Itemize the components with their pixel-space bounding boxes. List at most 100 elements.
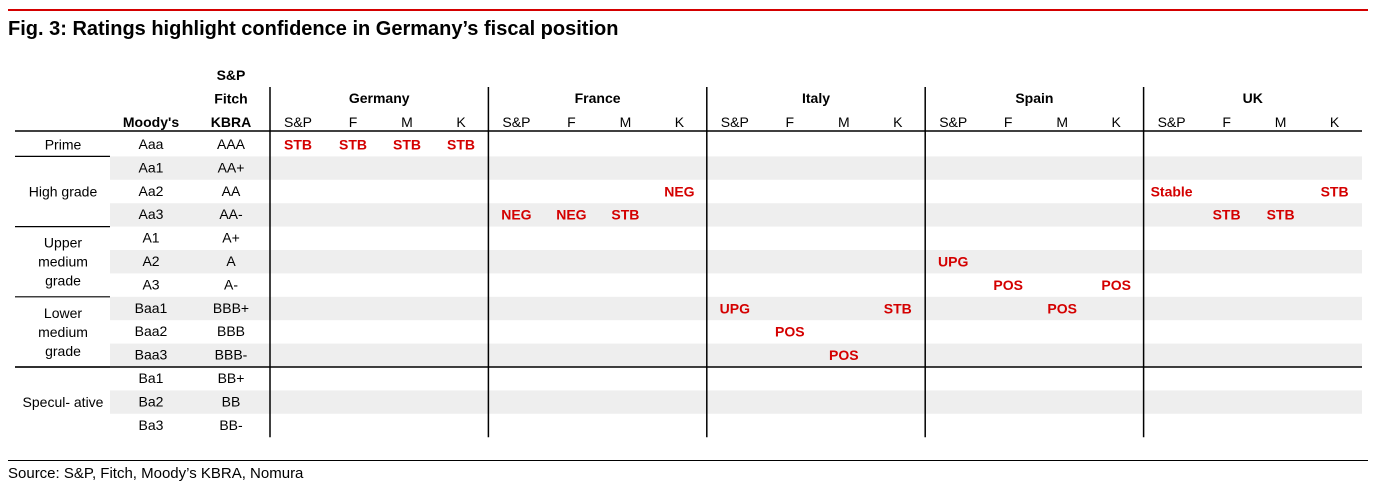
moodys-rating: Aa1 (139, 159, 164, 175)
source-note: Source: S&P, Fitch, Moody’s KBRA, Nomura (8, 465, 304, 482)
moodys-rating: Aa2 (139, 183, 164, 199)
sp-fitch-kbra-rating: A (226, 253, 236, 269)
outlook-label: POS (775, 324, 805, 340)
agency-column-header: S&P (1158, 114, 1186, 130)
row-band (110, 156, 270, 180)
sp-fitch-kbra-rating: AA+ (218, 159, 245, 175)
group-label: High grade (29, 184, 98, 200)
agency-column-header: M (1275, 114, 1287, 130)
outlook-label: NEG (556, 207, 586, 223)
outlook-label: STB (284, 137, 312, 153)
outlook-label: STB (393, 137, 421, 153)
agency-column-header: K (1330, 114, 1340, 130)
row-band (110, 203, 270, 227)
moodys-rating: Aaa (139, 136, 164, 152)
row-band (270, 343, 1362, 367)
agency-column-header: M (838, 114, 850, 130)
header-moodys: Moody's (123, 114, 179, 130)
row-band (110, 296, 270, 321)
row-band (270, 203, 1362, 227)
agency-column-header: S&P (502, 114, 530, 130)
group-label: medium (38, 324, 88, 340)
row-band (270, 390, 1362, 414)
moodys-rating: Baa1 (135, 300, 168, 316)
group-label: medium (38, 254, 88, 270)
moodys-rating: Ba3 (139, 417, 164, 433)
sp-fitch-kbra-rating: BB (222, 393, 241, 409)
outlook-label: Stable (1151, 183, 1193, 199)
outlook-label: STB (611, 207, 639, 223)
sp-fitch-kbra-rating: AAA (217, 136, 246, 152)
agency-column-header: K (893, 114, 903, 130)
moodys-rating: A1 (142, 230, 159, 246)
outlook-label: UPG (720, 300, 750, 316)
sp-fitch-kbra-rating: AA (222, 183, 241, 199)
country-header: France (575, 90, 621, 106)
group-label: Lower (44, 305, 82, 321)
outlook-label: UPG (938, 254, 968, 270)
sp-fitch-kbra-rating: BB- (219, 417, 243, 433)
agency-column-header: M (620, 114, 632, 130)
agency-column-header: S&P (721, 114, 749, 130)
outlook-label: POS (993, 277, 1023, 293)
row-band (110, 250, 270, 274)
agency-column-header: F (786, 114, 795, 130)
sp-fitch-kbra-rating: BBB- (215, 347, 248, 363)
group-label: grade (45, 273, 81, 289)
outlook-label: POS (1047, 300, 1077, 316)
agency-column-header: F (1222, 114, 1231, 130)
agency-column-header: K (675, 114, 685, 130)
sp-fitch-kbra-rating: A+ (222, 230, 240, 246)
outlook-label: STB (339, 137, 367, 153)
sp-fitch-kbra-rating: A- (224, 276, 238, 292)
country-header: Spain (1015, 90, 1053, 106)
country-header: UK (1243, 90, 1263, 106)
moodys-rating: Baa2 (135, 323, 168, 339)
moodys-rating: Ba1 (139, 370, 164, 386)
row-band (270, 296, 1362, 321)
moodys-rating: A3 (142, 276, 159, 292)
header-agency-line: KBRA (211, 114, 251, 130)
agency-column-header: K (456, 114, 466, 130)
outlook-label: STB (884, 300, 912, 316)
sp-fitch-kbra-rating: BBB+ (213, 300, 249, 316)
agency-column-header: M (1056, 114, 1068, 130)
row-band (270, 250, 1362, 274)
outlook-label: POS (1101, 277, 1131, 293)
source-rule (8, 460, 1368, 461)
sp-fitch-kbra-rating: BB+ (218, 370, 245, 386)
moodys-rating: Ba2 (139, 393, 164, 409)
moodys-rating: Baa3 (135, 347, 168, 363)
group-label: grade (45, 343, 81, 359)
moodys-rating: Aa3 (139, 206, 164, 222)
outlook-label: POS (829, 347, 859, 363)
outlook-label: NEG (501, 207, 531, 223)
agency-column-header: F (349, 114, 358, 130)
sp-fitch-kbra-rating: BBB (217, 323, 245, 339)
outlook-label: STB (1267, 207, 1295, 223)
agency-column-header: F (1004, 114, 1013, 130)
header-agency-line: S&P (217, 67, 246, 83)
outlook-label: STB (1213, 207, 1241, 223)
row-band (270, 156, 1362, 180)
agency-column-header: S&P (284, 114, 312, 130)
sp-fitch-kbra-rating: AA- (219, 206, 243, 222)
outlook-label: STB (1321, 183, 1349, 199)
group-label: Upper (44, 235, 82, 251)
figure-title: Fig. 3: Ratings highlight confidence in … (8, 18, 619, 40)
group-label: Prime (45, 137, 82, 153)
title-rule (8, 9, 1368, 11)
header-agency-line: Fitch (214, 91, 247, 107)
country-header: Italy (802, 90, 830, 106)
row-band (110, 343, 270, 367)
country-header: Germany (349, 90, 410, 106)
agency-column-header: M (401, 114, 413, 130)
outlook-label: STB (447, 137, 475, 153)
moodys-rating: A2 (142, 253, 159, 269)
agency-column-header: S&P (939, 114, 967, 130)
outlook-label: NEG (664, 183, 694, 199)
row-band (110, 390, 270, 414)
agency-column-header: F (567, 114, 576, 130)
agency-column-header: K (1112, 114, 1122, 130)
